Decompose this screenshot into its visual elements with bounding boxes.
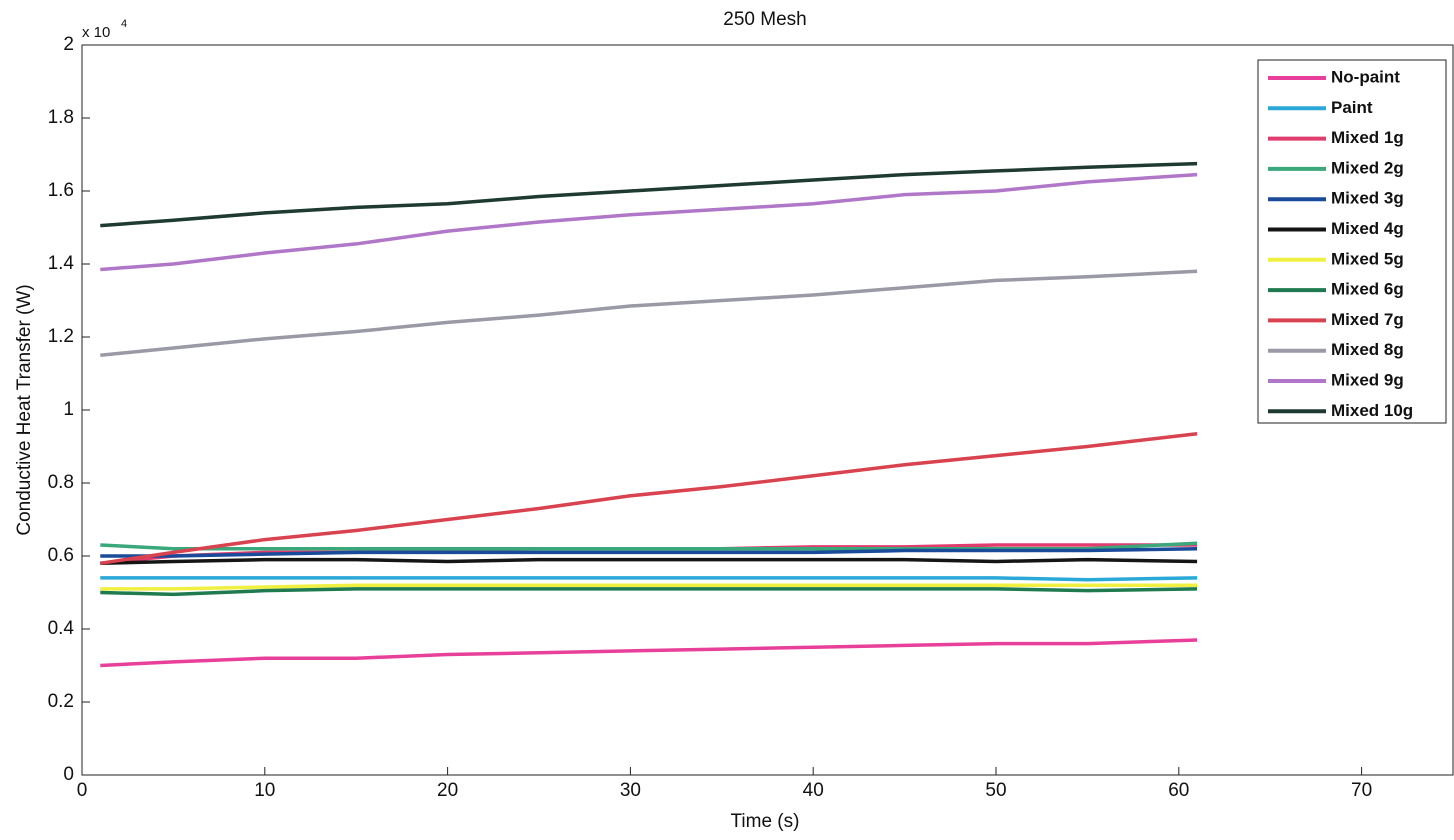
series-line [100, 431, 1198, 566]
y-tick-label: 1 [63, 399, 74, 420]
legend-label: Mixed 4g [1331, 219, 1404, 238]
series-line [100, 161, 1198, 228]
x-tick-label: 30 [620, 780, 641, 801]
y-tick-label: 0.6 [48, 545, 74, 566]
y-tick-label: 1.2 [48, 326, 74, 347]
legend-label: Mixed 10g [1331, 401, 1413, 420]
x-tick-label: 0 [77, 780, 88, 801]
y-tick-label: 1.8 [48, 107, 74, 128]
legend-label: No-paint [1331, 67, 1400, 86]
legend-label: Mixed 3g [1331, 189, 1404, 208]
series-line [100, 587, 1198, 597]
x-tick-label: 70 [1351, 780, 1372, 801]
series-line [100, 583, 1198, 591]
series-line [100, 557, 1198, 566]
y-tick-label: 1.6 [48, 180, 74, 201]
legend-box [1257, 59, 1447, 424]
series-line [100, 172, 1198, 272]
x-tick-label: 50 [985, 780, 1006, 801]
legend-label: Mixed 1g [1331, 128, 1404, 147]
legend-label: Mixed 6g [1331, 280, 1404, 299]
y-tick-label: 0.8 [48, 472, 74, 493]
y-scale-base: x 10 [82, 24, 110, 41]
y-axis-label: Conductive Heat Transfer (W) [14, 284, 35, 535]
y-tick-label: 2 [63, 34, 74, 55]
x-tick-label: 10 [254, 780, 275, 801]
x-tick-label: 40 [803, 780, 824, 801]
y-scale-exponent: 4 [121, 18, 127, 30]
y-tick-label: 0.4 [48, 618, 75, 639]
y-tick-label: 0 [63, 764, 74, 785]
legend-label: Mixed 9g [1331, 370, 1404, 389]
legend-label: Mixed 7g [1331, 310, 1404, 329]
series-line [100, 269, 1198, 357]
plot-frame [81, 44, 1454, 776]
y-tick-label: 1.4 [48, 253, 75, 274]
x-axis-label: Time (s) [731, 811, 800, 832]
y-tick-label: 0.2 [48, 691, 74, 712]
x-tick-label: 60 [1168, 780, 1189, 801]
series-line [100, 546, 1198, 558]
lines [100, 161, 1198, 668]
legend: No-paint Paint Mixed 1g Mixed 2g Mixed 3g Mix… [1257, 59, 1447, 424]
legend-label: Mixed 8g [1331, 340, 1404, 359]
chart-title: 250 Mesh [723, 9, 806, 30]
legend-label: Mixed 5g [1331, 249, 1404, 268]
series-line [100, 541, 1198, 551]
legend-label: Paint [1331, 98, 1373, 117]
x-tick-label: 20 [437, 780, 458, 801]
series-line [100, 576, 1198, 582]
series-line [100, 638, 1198, 668]
legend-label: Mixed 2g [1331, 158, 1404, 177]
